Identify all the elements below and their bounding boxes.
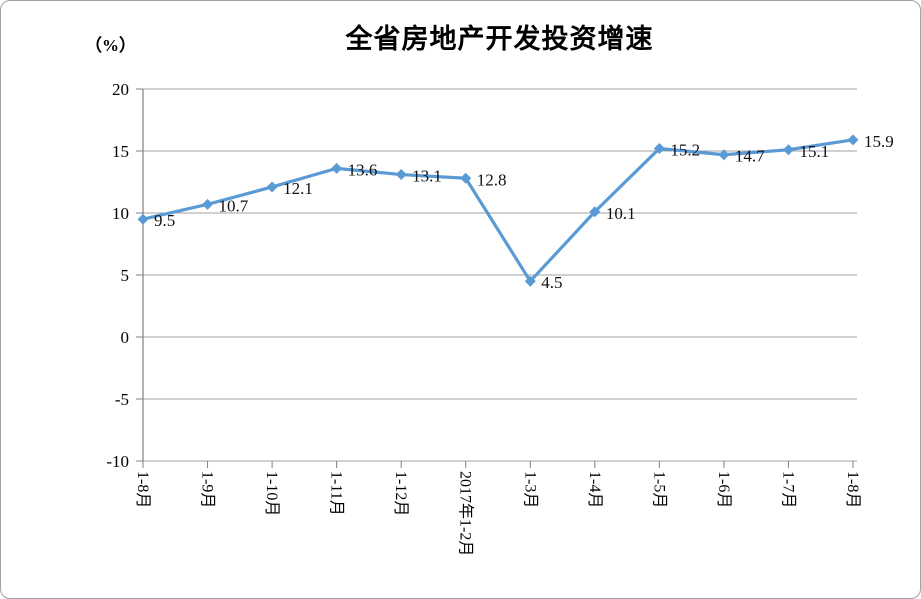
data-point-marker (266, 181, 278, 193)
y-tick-label: 10 (112, 204, 129, 223)
data-point-marker (460, 172, 472, 184)
y-tick-label: -10 (106, 452, 129, 471)
data-label: 13.6 (348, 160, 378, 179)
data-point-marker (331, 162, 343, 174)
x-tick-label: 1-10月 (263, 471, 280, 516)
y-tick-label: 0 (121, 328, 130, 347)
x-tick-label: 1-3月 (521, 471, 538, 508)
x-tick-label: 1-8月 (134, 471, 151, 508)
data-label: 10.1 (606, 204, 636, 223)
x-tick-label: 1-4月 (586, 471, 603, 508)
data-point-marker (718, 149, 730, 161)
y-axis-unit-label: （%） (85, 36, 136, 55)
x-tick-label: 1-11月 (328, 471, 345, 516)
data-point-marker (847, 134, 859, 146)
y-tick-label: 15 (112, 142, 129, 161)
data-label: 15.1 (799, 142, 829, 161)
data-label: 12.8 (477, 170, 507, 189)
data-label: 9.5 (154, 211, 175, 230)
data-label: 15.2 (670, 141, 700, 160)
data-point-marker (589, 206, 601, 218)
data-label: 10.7 (219, 196, 249, 215)
x-tick-label: 1-9月 (199, 471, 216, 508)
data-point-marker (202, 198, 214, 210)
x-tick-label: 1-7月 (779, 471, 796, 508)
y-tick-label: -5 (115, 390, 129, 409)
data-point-marker (653, 143, 665, 155)
data-label: 13.1 (412, 167, 442, 186)
x-tick-label: 1-8月 (844, 471, 861, 508)
x-tick-label: 1-6月 (715, 471, 732, 508)
x-tick-label: 1-5月 (650, 471, 667, 508)
x-tick-label: 1-12月 (392, 471, 409, 516)
data-label: 14.7 (735, 147, 765, 166)
data-label: 12.1 (283, 179, 313, 198)
series-line (141, 138, 855, 283)
x-tick-label: 2017年1-2月 (457, 471, 475, 556)
y-tick-label: 5 (121, 266, 130, 285)
y-tick-label: 20 (112, 80, 129, 99)
data-point-marker (137, 213, 149, 225)
data-point-marker (782, 144, 794, 156)
data-point-marker (395, 169, 407, 181)
data-label: 15.9 (864, 132, 894, 151)
data-label: 4.5 (541, 273, 562, 292)
chart-title: 全省房地产开发投资增速 (345, 24, 654, 54)
data-point-marker (524, 275, 536, 287)
